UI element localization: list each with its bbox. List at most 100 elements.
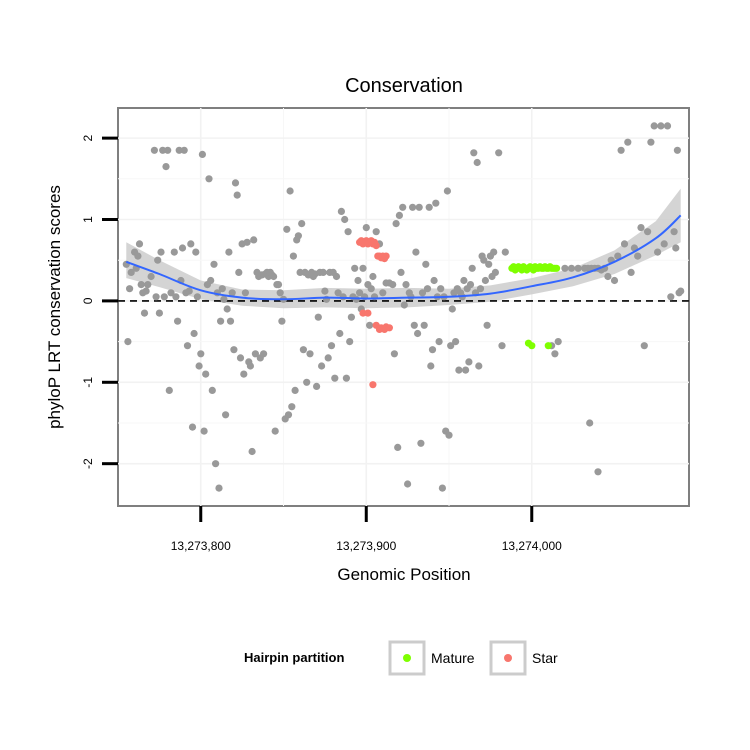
point-other-171: [420, 321, 428, 329]
point-other-72: [248, 447, 256, 456]
point-other-165: [410, 321, 418, 329]
point-other-2: [126, 285, 134, 293]
point-other-155: [394, 443, 402, 451]
point-other-44: [202, 370, 210, 378]
point-other-116: [321, 287, 329, 295]
point-other-3: [127, 268, 135, 276]
point-other-246: [654, 248, 662, 256]
point-other-188: [448, 305, 456, 313]
point-other-160: [402, 281, 410, 289]
point-other-231: [604, 272, 612, 281]
point-other-16: [154, 256, 162, 264]
point-other-125: [336, 329, 344, 338]
point-other-122: [331, 374, 339, 382]
point-other-134: [351, 264, 359, 272]
x-axis-title: Genomic Position: [337, 565, 470, 584]
point-other-186: [445, 431, 453, 439]
legend-label-mature: Mature: [431, 650, 475, 666]
point-other-250: [667, 293, 675, 301]
point-other-47: [207, 276, 215, 285]
point-other-27: [174, 317, 182, 325]
point-other-93: [283, 225, 291, 233]
point-other-37: [190, 329, 198, 338]
point-other-23: [165, 386, 173, 394]
y-tick-label-4: -2: [81, 458, 95, 469]
point-other-49: [210, 260, 218, 268]
point-other-209: [483, 321, 491, 329]
point-other-22: [164, 146, 172, 154]
point-mature-29: [528, 342, 536, 350]
point-other-67: [240, 370, 248, 378]
point-other-131: [346, 338, 354, 346]
x-tick-label-1: 13,273,900: [336, 539, 396, 553]
point-other-120: [327, 342, 336, 350]
point-other-111: [313, 382, 321, 390]
point-other-115: [319, 268, 327, 276]
point-other-42: [198, 150, 206, 158]
point-other-158: [399, 203, 407, 211]
point-other-166: [412, 248, 420, 256]
point-other-46: [205, 175, 213, 183]
point-star-10: [372, 242, 380, 250]
point-other-74: [251, 350, 259, 358]
point-other-139: [359, 264, 367, 272]
point-other-57: [223, 305, 231, 313]
point-other-178: [432, 199, 440, 207]
point-other-123: [332, 272, 341, 281]
confidence-band: [126, 188, 681, 309]
point-other-52: [215, 484, 223, 492]
point-other-126: [337, 207, 345, 215]
y-tick-label-1: 1: [81, 216, 95, 223]
point-other-103: [299, 346, 307, 354]
point-other-118: [324, 354, 332, 362]
y-tick-label-3: -1: [81, 377, 95, 388]
point-other-216: [498, 342, 506, 350]
point-other-24: [167, 289, 175, 297]
point-other-33: [183, 342, 192, 350]
point-star-18: [364, 309, 372, 317]
point-other-21: [162, 163, 170, 171]
point-other-222: [567, 264, 576, 272]
point-other-235: [617, 146, 625, 154]
point-other-137: [356, 289, 364, 297]
point-other-201: [470, 149, 478, 157]
point-other-124: [334, 289, 342, 297]
point-other-173: [423, 285, 432, 293]
legend-swatch-star: [504, 654, 512, 662]
point-other-253: [673, 146, 682, 154]
point-other-234: [614, 252, 622, 260]
point-star-24: [385, 324, 393, 332]
point-other-10: [140, 309, 149, 317]
y-axis-title: phyloP LRT conservation scores: [45, 185, 64, 429]
point-other-203: [473, 158, 481, 167]
point-other-11: [142, 287, 150, 295]
smooth-trend: [125, 214, 682, 301]
point-other-59: [226, 317, 235, 325]
point-other-96: [288, 403, 296, 411]
point-mature-27: [553, 264, 561, 272]
point-other-136: [354, 276, 362, 285]
point-other-241: [637, 224, 645, 232]
point-star-16: [382, 252, 390, 260]
point-other-25: [170, 248, 178, 256]
point-other-98: [291, 386, 299, 394]
y-tick-label-2: 0: [81, 297, 95, 304]
point-other-79: [260, 350, 268, 358]
point-other-240: [634, 252, 642, 260]
point-other-220: [554, 338, 562, 346]
point-other-237: [624, 138, 632, 146]
point-other-6: [134, 252, 142, 260]
point-other-85: [270, 272, 278, 281]
point-other-147: [372, 228, 380, 236]
point-other-28: [175, 146, 183, 154]
point-other-169: [417, 439, 425, 447]
point-other-114: [318, 362, 326, 370]
point-other-157: [397, 268, 405, 276]
point-other-90: [278, 317, 286, 325]
x-tick-label-0: 13,273,800: [171, 539, 231, 553]
point-other-50: [212, 460, 220, 468]
point-other-167: [414, 329, 422, 338]
point-other-58: [225, 248, 233, 256]
point-other-182: [438, 484, 446, 492]
point-other-195: [460, 276, 468, 285]
